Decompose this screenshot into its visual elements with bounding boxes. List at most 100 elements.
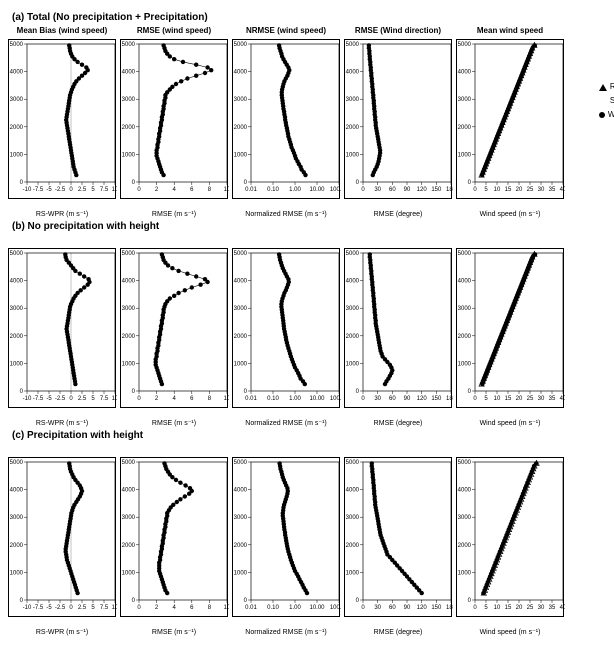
svg-text:10: 10: [494, 605, 501, 611]
svg-text:1000: 1000: [346, 152, 360, 158]
svg-text:0: 0: [69, 396, 73, 402]
panel-row-0: Mean Bias (wind speed)RS-WPR (m s⁻¹)-10-…: [8, 39, 606, 199]
svg-text:4000: 4000: [10, 488, 24, 494]
svg-text:40: 40: [560, 605, 565, 611]
svg-text:10: 10: [112, 187, 117, 193]
svg-text:60: 60: [389, 187, 396, 193]
xlabel-rmse: RMSE (m s⁻¹): [152, 210, 196, 218]
panel-1-nrmse: Normalized RMSE (m s⁻¹)0.010.101.0010.00…: [232, 248, 340, 408]
svg-text:35: 35: [549, 396, 556, 402]
svg-text:150: 150: [431, 605, 442, 611]
svg-text:0: 0: [361, 396, 365, 402]
svg-text:3000: 3000: [122, 306, 136, 312]
svg-text:5: 5: [91, 187, 95, 193]
svg-text:2.5: 2.5: [78, 396, 87, 402]
svg-text:5: 5: [484, 605, 488, 611]
panel-2-rmse: RMSE (m s⁻¹)0246810010002000300040005000: [120, 457, 228, 617]
svg-text:100.00: 100.00: [330, 605, 341, 611]
svg-text:35: 35: [549, 187, 556, 193]
svg-text:10: 10: [224, 396, 229, 402]
svg-text:1000: 1000: [122, 570, 136, 576]
svg-text:0: 0: [137, 187, 141, 193]
svg-text:4: 4: [173, 605, 177, 611]
triangle-icon: [599, 84, 607, 91]
col-title-dir: RMSE (Wind direction): [355, 26, 441, 35]
svg-text:120: 120: [417, 396, 428, 402]
svg-text:0: 0: [356, 180, 360, 186]
panel-1-dir: RMSE (degree)030609012015018001000200030…: [344, 248, 452, 408]
svg-text:5000: 5000: [458, 251, 472, 257]
svg-text:2000: 2000: [122, 125, 136, 131]
svg-text:2000: 2000: [10, 543, 24, 549]
svg-text:5000: 5000: [234, 251, 248, 257]
svg-text:100.00: 100.00: [330, 396, 341, 402]
svg-text:0: 0: [473, 187, 477, 193]
svg-text:5000: 5000: [10, 251, 24, 257]
col-title-nrmse: NRMSE (wind speed): [246, 26, 326, 35]
svg-text:4000: 4000: [458, 279, 472, 285]
svg-text:10: 10: [112, 605, 117, 611]
panel-1-ws: Wind speed (m s⁻¹)0510152025303540010002…: [456, 248, 564, 408]
svg-text:10: 10: [494, 396, 501, 402]
svg-text:3000: 3000: [10, 515, 24, 521]
svg-text:0: 0: [132, 389, 136, 395]
svg-text:1000: 1000: [10, 361, 24, 367]
svg-text:120: 120: [417, 605, 428, 611]
svg-text:40: 40: [560, 187, 565, 193]
xlabel-rmse: RMSE (m s⁻¹): [152, 628, 196, 636]
xlabel-ws: Wind speed (m s⁻¹): [480, 419, 541, 427]
svg-text:0: 0: [132, 598, 136, 604]
svg-text:6: 6: [190, 187, 194, 193]
col-title-rmse: RMSE (wind speed): [137, 26, 211, 35]
legend-item-rs: Radio: [599, 80, 614, 94]
svg-text:3000: 3000: [10, 97, 24, 103]
svg-text:3000: 3000: [458, 97, 472, 103]
panel-0-ws: Mean wind speedWind speed (m s⁻¹)0510152…: [456, 39, 564, 199]
svg-text:4000: 4000: [10, 279, 24, 285]
svg-text:4000: 4000: [458, 488, 472, 494]
xlabel-nrmse: Normalized RMSE (m s⁻¹): [245, 628, 326, 636]
svg-text:15: 15: [505, 605, 512, 611]
svg-text:0: 0: [244, 598, 248, 604]
svg-text:2000: 2000: [10, 125, 24, 131]
legend: Radio Sonde WPR: [599, 80, 614, 122]
svg-text:20: 20: [516, 396, 523, 402]
svg-text:10.00: 10.00: [309, 605, 325, 611]
svg-text:-7.5: -7.5: [33, 187, 44, 193]
svg-text:2.5: 2.5: [78, 187, 87, 193]
svg-text:5000: 5000: [122, 251, 136, 257]
svg-text:-2.5: -2.5: [55, 396, 66, 402]
svg-text:100.00: 100.00: [330, 187, 341, 193]
svg-text:3000: 3000: [234, 97, 248, 103]
panel-1-rmse: RMSE (m s⁻¹)0246810010002000300040005000: [120, 248, 228, 408]
svg-text:0: 0: [20, 389, 24, 395]
svg-text:2000: 2000: [458, 334, 472, 340]
xlabel-ws: Wind speed (m s⁻¹): [480, 210, 541, 218]
row-title-0: (a) Total (No precipitation + Precipitat…: [12, 12, 606, 23]
svg-text:90: 90: [404, 187, 411, 193]
svg-text:5000: 5000: [346, 251, 360, 257]
svg-text:1.00: 1.00: [289, 605, 301, 611]
svg-text:2000: 2000: [458, 125, 472, 131]
xlabel-dir: RMSE (degree): [374, 211, 423, 218]
svg-text:2000: 2000: [346, 543, 360, 549]
svg-text:3000: 3000: [234, 515, 248, 521]
svg-text:30: 30: [374, 605, 381, 611]
svg-text:1000: 1000: [10, 152, 24, 158]
xlabel-ws: Wind speed (m s⁻¹): [480, 628, 541, 636]
svg-text:5000: 5000: [234, 460, 248, 466]
svg-text:1.00: 1.00: [289, 187, 301, 193]
svg-text:0.10: 0.10: [267, 605, 279, 611]
svg-text:0: 0: [137, 396, 141, 402]
svg-text:1000: 1000: [458, 361, 472, 367]
svg-text:5000: 5000: [122, 42, 136, 48]
svg-text:1000: 1000: [346, 361, 360, 367]
svg-text:0: 0: [361, 605, 365, 611]
panel-2-dir: RMSE (degree)030609012015018001000200030…: [344, 457, 452, 617]
panel-0-nrmse: NRMSE (wind speed)Normalized RMSE (m s⁻¹…: [232, 39, 340, 199]
panel-0-rmse: RMSE (wind speed)RMSE (m s⁻¹)02468100100…: [120, 39, 228, 199]
legend-label-rs2: Sonde: [610, 94, 614, 108]
svg-text:3000: 3000: [122, 515, 136, 521]
row-title-1: (b) No precipitation with height: [12, 221, 606, 232]
svg-text:2000: 2000: [10, 334, 24, 340]
